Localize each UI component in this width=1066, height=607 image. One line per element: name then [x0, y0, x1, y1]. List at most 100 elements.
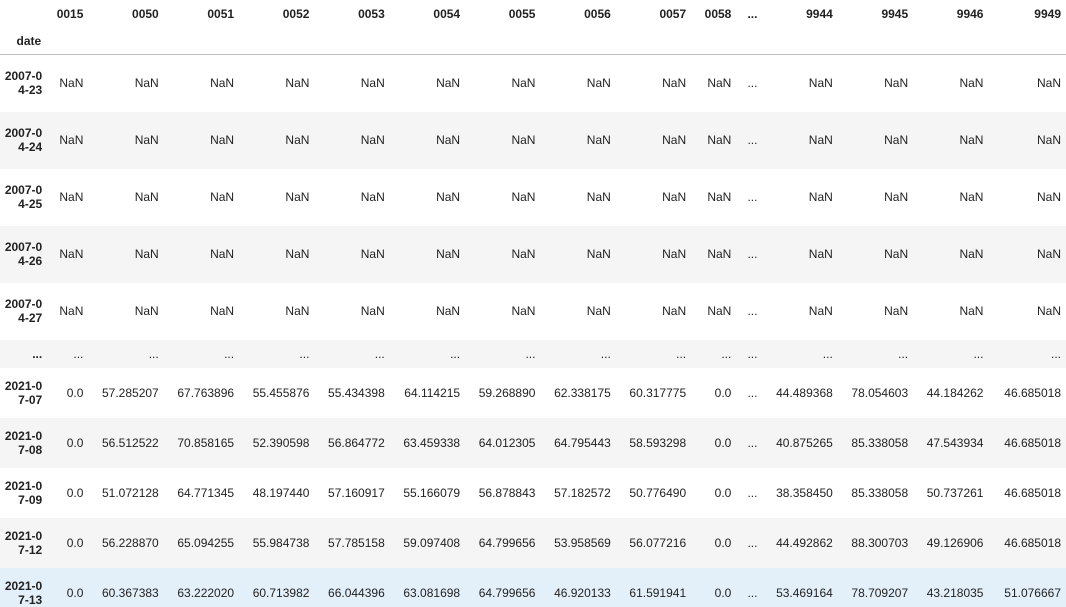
cell: 70.858165	[177, 435, 235, 450]
row-index: 2007-04-24	[4, 126, 43, 154]
cell: 44.492862	[776, 535, 833, 550]
row-index: 2007-04-23	[4, 69, 43, 98]
row-index: 2007-04-26	[4, 240, 43, 268]
column-header: 9946	[956, 6, 984, 21]
cell: 64.799656	[478, 585, 536, 600]
cell: 53.469164	[776, 585, 833, 600]
cell: NaN	[707, 304, 732, 318]
cell: 46.920133	[554, 585, 611, 600]
cell: 0.0	[714, 435, 732, 450]
cell: ...	[747, 190, 758, 204]
cell: 51.076667	[1004, 585, 1061, 600]
cell: 64.771345	[177, 485, 235, 500]
row-index: 2021-07-08	[4, 428, 43, 457]
cell: 48.197440	[252, 485, 310, 500]
cell: 55.166079	[403, 485, 461, 500]
blank-header-cell	[88, 27, 164, 55]
cell: 0.0	[66, 535, 84, 550]
cell: NaN	[808, 76, 833, 91]
cell: 50.737261	[926, 485, 984, 500]
cell: 52.390598	[252, 435, 310, 450]
cell: NaN	[210, 190, 235, 204]
column-header: 0058	[704, 6, 732, 21]
cell: 78.054603	[851, 385, 909, 400]
cell: ...	[747, 435, 758, 450]
cell: ...	[299, 346, 310, 361]
cell: NaN	[360, 247, 385, 261]
cell: NaN	[436, 190, 461, 204]
cell: ...	[747, 247, 758, 261]
cell: ...	[747, 133, 758, 147]
cell: 56.512522	[102, 435, 159, 450]
row-index: 2007-04-27	[4, 297, 43, 325]
cell: 64.799656	[478, 535, 536, 550]
cell: NaN	[59, 76, 84, 91]
cell: ...	[747, 485, 758, 500]
blank-header-cell	[540, 27, 616, 55]
cell: 55.984738	[252, 535, 310, 550]
cell: NaN	[707, 133, 732, 147]
cell: 56.864772	[328, 435, 385, 450]
cell: NaN	[808, 247, 833, 261]
row-index: 2021-07-13	[4, 578, 43, 607]
cell: NaN	[707, 247, 732, 261]
cell: NaN	[662, 133, 687, 147]
cell: 59.268890	[478, 385, 536, 400]
column-header: 0015	[56, 6, 84, 21]
cell: NaN	[59, 247, 84, 261]
data-row: 2021-07-07 0.0 57.285207 67.763896 55.455876…	[0, 368, 1066, 418]
blank-header-cell	[913, 27, 989, 55]
cell: 0.0	[714, 535, 732, 550]
cell: 60.713982	[252, 585, 310, 600]
cell: 38.358450	[776, 485, 833, 500]
blank-header-cell	[615, 27, 692, 55]
cell: ...	[747, 76, 758, 91]
cell: ...	[721, 346, 732, 361]
cell: 63.081698	[403, 585, 461, 600]
cell: 49.126906	[926, 535, 984, 550]
cell: 50.776490	[629, 485, 687, 500]
index-name-row: date	[0, 27, 1066, 55]
cell: NaN	[1036, 133, 1061, 147]
cell: NaN	[959, 190, 984, 204]
cell: ...	[1050, 346, 1061, 361]
cell: ...	[450, 346, 461, 361]
cell: 64.114215	[404, 385, 461, 400]
cell: 64.795443	[554, 435, 611, 450]
data-row: 2007-04-23 NaN NaN NaN NaN NaN NaN NaN NaN NaN NaN…	[0, 55, 1066, 112]
cell: NaN	[808, 190, 833, 204]
cell: NaN	[59, 304, 84, 318]
cell: NaN	[884, 133, 909, 147]
cell: 44.489368	[776, 385, 833, 400]
cell: ...	[747, 535, 758, 550]
blank-header-cell	[988, 27, 1066, 55]
cell: NaN	[662, 190, 687, 204]
blank-header-cell	[736, 27, 763, 55]
corner-cell	[0, 0, 46, 27]
cell: 51.072128	[102, 485, 159, 500]
cell: 55.455876	[252, 385, 310, 400]
cell: NaN	[134, 304, 159, 318]
cell: 85.338058	[851, 435, 909, 450]
data-row: ........................................…	[0, 339, 1066, 368]
cell: 43.218035	[926, 585, 984, 600]
cell: 85.338058	[851, 485, 909, 500]
cell: 40.875265	[776, 435, 833, 450]
cell: ...	[148, 346, 159, 361]
data-row: 2007-04-27 NaN NaN NaN NaN NaN NaN NaN NaN NaN NaN…	[0, 283, 1066, 340]
cell: ...	[747, 385, 758, 400]
cell: NaN	[586, 190, 611, 204]
cell: 0.0	[66, 485, 84, 500]
cell: NaN	[511, 304, 536, 318]
cell: 66.044396	[328, 585, 385, 600]
cell: NaN	[808, 304, 833, 318]
cell: 56.077216	[629, 535, 687, 550]
column-header: 0056	[584, 6, 611, 21]
column-header: 0052	[282, 6, 310, 21]
cell: 59.097408	[403, 535, 461, 550]
cell: 57.785158	[328, 535, 385, 550]
cell: NaN	[360, 133, 385, 147]
cell: ...	[747, 304, 758, 318]
cell: NaN	[134, 247, 159, 261]
